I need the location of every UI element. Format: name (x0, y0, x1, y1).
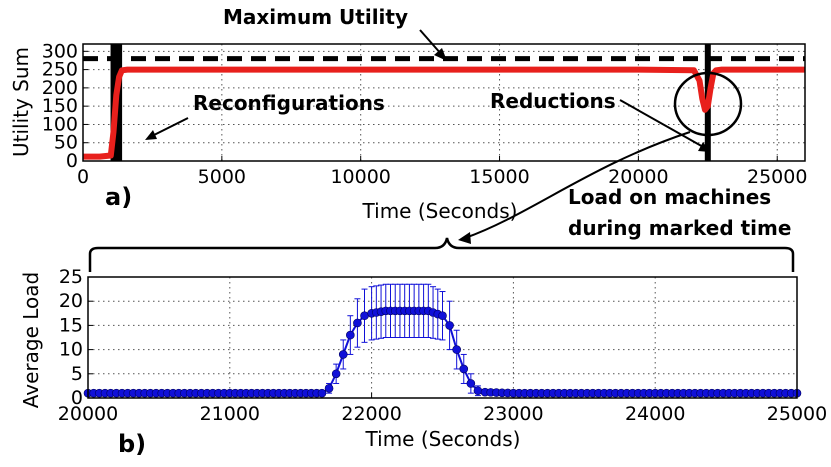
load-point (338, 350, 348, 359)
y-tick-label: 10 (59, 339, 83, 361)
panel-b-xlabel: Time (Seconds) (365, 427, 521, 451)
x-tick-label: 15000 (469, 166, 529, 188)
x-tick-label: 22000 (341, 403, 401, 425)
reconfigurations-annotation: Reconfigurations (193, 91, 385, 115)
load-point (452, 345, 461, 354)
reductions-arrow (619, 99, 706, 149)
x-tick-label: 20000 (58, 403, 118, 425)
x-tick-label: 25000 (767, 403, 827, 425)
x-tick-label: 24000 (625, 403, 685, 425)
y-tick-label: 50 (54, 132, 78, 154)
average-load-series (83, 283, 802, 398)
reconfigurations-arrowhead (145, 130, 157, 140)
x-tick-label: 23000 (483, 403, 543, 425)
panel-b-label: b) (118, 430, 146, 458)
load-point (324, 384, 334, 393)
y-tick-label: 150 (42, 95, 78, 117)
y-tick-label: 0 (66, 150, 78, 172)
load-point (353, 318, 362, 328)
panel-b-ylabel: Average Load (19, 272, 43, 408)
y-tick-label: 20 (59, 290, 83, 312)
load-point (466, 379, 476, 388)
annotation-arrows (88, 29, 795, 272)
panel-b-frame (87, 276, 798, 399)
maximum-utility-annotation: Maximum Utility (223, 5, 408, 29)
load-point (346, 330, 355, 340)
load-on-machines-annotation-line1: Load on machines (568, 185, 771, 209)
y-tick-label: 5 (71, 363, 83, 385)
x-tick-label: 5000 (198, 166, 246, 188)
x-tick-label: 0 (77, 166, 89, 188)
load-callout-arrowhead (458, 232, 471, 244)
max-utility-arrowhead (434, 48, 447, 61)
load-point (317, 388, 327, 398)
reductions-annotation: Reductions (490, 89, 616, 113)
y-tick-label: 15 (59, 314, 83, 336)
max-utility-arrow (419, 29, 443, 56)
panel-a-ticks: 0 5000 10000 15000 20000 25000050100150200250… (42, 40, 808, 188)
x-tick-label: 20000 (608, 166, 668, 188)
load-point (360, 311, 369, 321)
x-tick-label: 10000 (330, 166, 390, 188)
x-tick-label: 25000 (747, 166, 807, 188)
y-tick-label: 300 (42, 40, 78, 62)
panel-a-xlabel: Time (Seconds) (362, 199, 518, 223)
reductions-arrowhead (698, 142, 710, 152)
load-point (331, 369, 341, 379)
y-tick-label: 25 (59, 266, 83, 288)
x-tick-label: 21000 (200, 403, 260, 425)
load-callout-curve (464, 131, 691, 239)
panel-b-grid (88, 277, 797, 398)
load-point (445, 321, 454, 330)
panel-a-ylabel: Utility Sum (9, 47, 33, 157)
y-tick-label: 100 (42, 113, 78, 135)
panel-a-frame (82, 43, 806, 162)
marked-time-brace (88, 237, 795, 272)
load-point (473, 386, 483, 396)
load-point (459, 364, 469, 374)
panel-a-utility-chart: 0 5000 10000 15000 20000 25000050100150200250… (9, 5, 807, 272)
reconfigurations-arrow (151, 117, 189, 137)
y-tick-label: 0 (71, 387, 83, 409)
load-on-machines-annotation-line2: during marked time (568, 216, 791, 240)
panel-a-label: a) (105, 183, 132, 211)
y-tick-label: 250 (42, 59, 78, 81)
load-point (438, 311, 447, 321)
y-tick-label: 200 (42, 77, 78, 99)
reductions-highlight-circle (673, 71, 743, 137)
